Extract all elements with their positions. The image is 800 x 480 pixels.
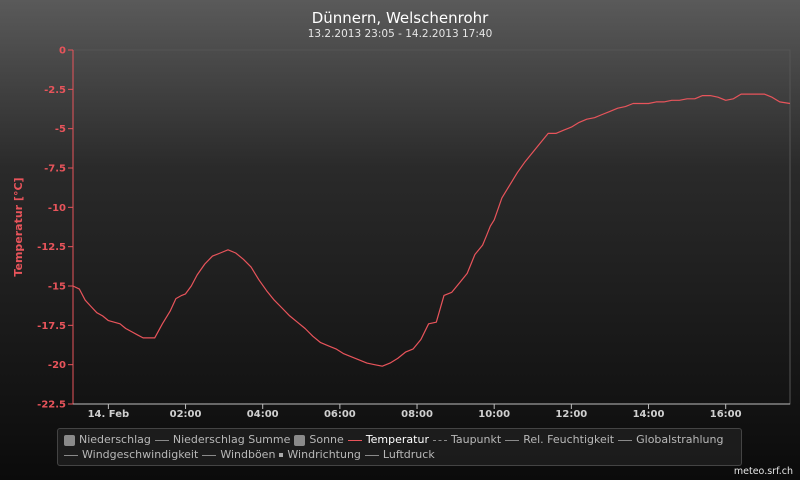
y-tick-label: -10	[48, 203, 66, 214]
x-tick-label: 08:00	[401, 409, 433, 420]
legend-item[interactable]: Temperatur	[347, 432, 429, 447]
x-tick-label: 10:00	[478, 409, 510, 420]
legend-label: Luftdruck	[382, 448, 435, 461]
legend-symbol-icon	[64, 434, 75, 446]
legend-item[interactable]: Windgeschwindigkeit	[64, 447, 198, 462]
legend-label: Niederschlag Summe	[172, 433, 291, 446]
legend-symbol-icon	[279, 453, 284, 457]
legend-item[interactable]: Niederschlag Summe	[154, 432, 291, 447]
chart-title: Dünnern, Welschenrohr	[312, 9, 489, 27]
legend-item[interactable]: Windrichtung	[279, 447, 361, 462]
legend-label: Niederschlag	[79, 433, 151, 446]
legend-item[interactable]: Globalstrahlung	[618, 432, 723, 447]
y-tick-label: -20	[48, 360, 66, 371]
x-ticks: 14. Feb 02:00 04:00 06:00 08:00 10:00 12:00 14:…	[88, 404, 742, 420]
legend-item[interactable]: Rel. Feuchtigkeit	[505, 432, 614, 447]
y-tick-label: -2.5	[44, 85, 66, 96]
legend-label: Taupunkt	[450, 433, 502, 446]
legend-symbol-icon	[154, 439, 169, 441]
x-tick-label: 14:00	[633, 409, 665, 420]
legend-item[interactable]: Luftdruck	[364, 447, 435, 462]
y-tick-label: -15	[48, 282, 66, 293]
x-tick-label: 16:00	[710, 409, 742, 420]
series-line-temperatur	[72, 93, 791, 367]
y-tick-label: -17.5	[37, 321, 66, 332]
y-tick-label: 0	[59, 46, 66, 57]
legend-label: Windböen	[220, 448, 276, 461]
legend-label: Windgeschwindigkeit	[82, 448, 199, 461]
legend-item[interactable]: Niederschlag	[64, 432, 151, 447]
legend-symbol-icon	[505, 439, 520, 441]
chart-subtitle: 13.2.2013 23:05 - 14.2.2013 17:40	[308, 28, 493, 40]
legend-symbol-icon	[364, 454, 379, 456]
legend-symbol-icon	[618, 439, 633, 441]
x-tick-label: 04:00	[247, 409, 279, 420]
legend-label: Rel. Feuchtigkeit	[523, 433, 615, 446]
legend-label: Globalstrahlung	[636, 433, 724, 446]
legend-symbol-icon	[432, 439, 447, 441]
legend-symbol-icon	[294, 434, 306, 446]
y-axis-label: Temperatur [°C]	[12, 177, 25, 276]
x-tick-label: 12:00	[555, 409, 587, 420]
legend-item[interactable]: Windböen	[202, 447, 275, 462]
x-tick-label: 02:00	[170, 409, 202, 420]
legend-symbol-icon	[64, 454, 78, 456]
plot-area	[72, 49, 791, 405]
legend-symbol-icon	[347, 439, 362, 441]
legend-label: Windrichtung	[287, 448, 361, 461]
credit-text: meteo.srf.ch	[734, 466, 793, 477]
legend-item[interactable]: Sonne	[294, 432, 344, 447]
y-tick-label: -5	[55, 124, 66, 135]
x-tick-label: 06:00	[324, 409, 356, 420]
legend-item[interactable]: Taupunkt	[432, 432, 502, 447]
series-group	[72, 93, 791, 367]
legend-label: Temperatur	[365, 433, 429, 446]
y-tick-label: -7.5	[44, 164, 66, 175]
legend-symbol-icon	[202, 454, 217, 456]
legend-label: Sonne	[309, 433, 344, 446]
legend: Niederschlag Niederschlag Summe Sonne Tempe…	[57, 428, 742, 466]
y-tick-label: -12.5	[37, 242, 66, 253]
y-tick-label: -22.5	[37, 400, 66, 411]
x-tick-label: 14. Feb	[88, 409, 130, 420]
y-ticks: 0 -2.5 -5 -7.5 -10 -12.5 -15 -17.5 -20 -22.5	[37, 46, 73, 411]
